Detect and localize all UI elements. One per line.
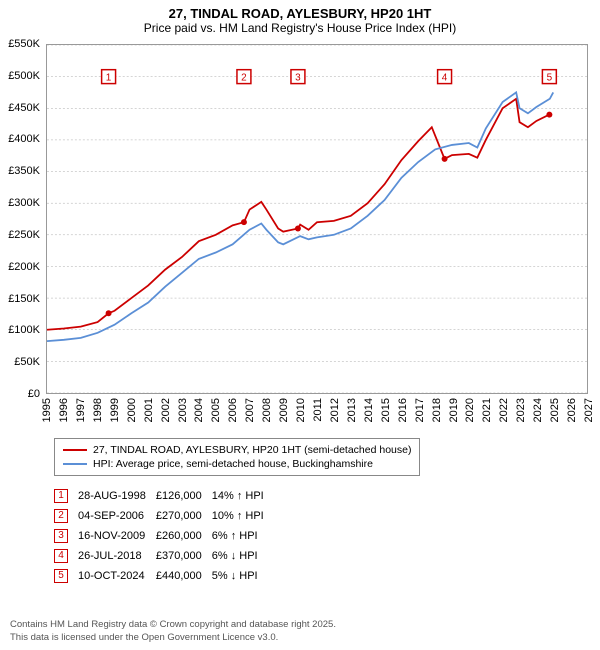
x-tick-label: 2012: [329, 398, 341, 422]
svg-text:2: 2: [241, 73, 247, 84]
page-title: 27, TINDAL ROAD, AYLESBURY, HP20 1HT: [0, 0, 600, 21]
footnote: Contains HM Land Registry data © Crown c…: [10, 619, 336, 644]
x-tick-label: 2021: [481, 398, 493, 422]
legend-item: 27, TINDAL ROAD, AYLESBURY, HP20 1HT (se…: [63, 443, 411, 457]
transaction-diff: 5% ↓ HPI: [212, 566, 274, 586]
svg-text:1: 1: [106, 73, 112, 84]
y-tick-label: £450K: [8, 102, 40, 114]
svg-text:5: 5: [547, 73, 553, 84]
y-tick-label: £550K: [8, 38, 40, 50]
x-tick-label: 2024: [532, 398, 544, 422]
legend-item: HPI: Average price, semi-detached house,…: [63, 457, 411, 471]
x-tick-label: 2003: [177, 398, 189, 422]
footnote-line: This data is licensed under the Open Gov…: [10, 632, 336, 644]
y-tick-label: £400K: [8, 133, 40, 145]
y-tick-label: £300K: [8, 197, 40, 209]
y-tick-label: £50K: [14, 356, 40, 368]
x-tick-label: 1997: [75, 398, 87, 422]
legend-swatch: [63, 463, 87, 465]
table-row: 3 16-NOV-2009 £260,000 6% ↑ HPI: [54, 526, 274, 546]
transaction-marker: 1: [54, 489, 68, 503]
table-row: 5 10-OCT-2024 £440,000 5% ↓ HPI: [54, 566, 274, 586]
chart-svg: 1 2 3 4 5: [47, 45, 587, 393]
x-tick-label: 2018: [431, 398, 443, 422]
x-tick-label: 2026: [566, 398, 578, 422]
transaction-price: £260,000: [156, 526, 212, 546]
x-tick-label: 2004: [193, 398, 205, 422]
x-tick-label: 2000: [126, 398, 138, 422]
x-tick-label: 2008: [261, 398, 273, 422]
x-tick-label: 2010: [295, 398, 307, 422]
transaction-marker: 3: [54, 529, 68, 543]
y-tick-label: £500K: [8, 70, 40, 82]
table-row: 1 28-AUG-1998 £126,000 14% ↑ HPI: [54, 486, 274, 506]
x-tick-label: 2023: [515, 398, 527, 422]
x-tick-label: 2006: [227, 398, 239, 422]
x-tick-label: 2019: [448, 398, 460, 422]
legend: 27, TINDAL ROAD, AYLESBURY, HP20 1HT (se…: [54, 438, 420, 476]
x-tick-label: 2016: [397, 398, 409, 422]
y-tick-label: £350K: [8, 165, 40, 177]
y-tick-label: £100K: [8, 324, 40, 336]
x-tick-label: 2011: [312, 398, 324, 422]
transaction-date: 16-NOV-2009: [78, 526, 156, 546]
transaction-date: 10-OCT-2024: [78, 566, 156, 586]
x-tick-label: 2009: [278, 398, 290, 422]
x-tick-label: 1999: [109, 398, 121, 422]
svg-text:3: 3: [295, 73, 301, 84]
x-tick-label: 2001: [143, 398, 155, 422]
transaction-date: 28-AUG-1998: [78, 486, 156, 506]
x-tick-label: 2007: [244, 398, 256, 422]
x-tick-label: 2022: [498, 398, 510, 422]
transaction-price: £126,000: [156, 486, 212, 506]
transaction-diff: 14% ↑ HPI: [212, 486, 274, 506]
x-tick-label: 1996: [58, 398, 70, 422]
transaction-date: 04-SEP-2006: [78, 506, 156, 526]
transactions-table: 1 28-AUG-1998 £126,000 14% ↑ HPI2 04-SEP…: [54, 486, 274, 586]
x-tick-label: 2002: [160, 398, 172, 422]
table-row: 4 26-JUL-2018 £370,000 6% ↓ HPI: [54, 546, 274, 566]
x-tick-label: 2020: [464, 398, 476, 422]
y-tick-label: £0: [28, 388, 40, 400]
transaction-diff: 6% ↑ HPI: [212, 526, 274, 546]
chart-plot-area: 1 2 3 4 5: [46, 44, 588, 394]
x-tick-label: 1998: [92, 398, 104, 422]
x-axis: 1995199619971998199920002001200220032004…: [46, 396, 588, 436]
y-tick-label: £150K: [8, 293, 40, 305]
footnote-line: Contains HM Land Registry data © Crown c…: [10, 619, 336, 631]
x-tick-label: 2014: [363, 398, 375, 422]
transaction-marker: 2: [54, 509, 68, 523]
transaction-diff: 10% ↑ HPI: [212, 506, 274, 526]
transaction-marker: 5: [54, 569, 68, 583]
table-row: 2 04-SEP-2006 £270,000 10% ↑ HPI: [54, 506, 274, 526]
y-tick-label: £250K: [8, 229, 40, 241]
transaction-price: £270,000: [156, 506, 212, 526]
legend-label: 27, TINDAL ROAD, AYLESBURY, HP20 1HT (se…: [93, 444, 411, 456]
transaction-price: £440,000: [156, 566, 212, 586]
x-tick-label: 1995: [41, 398, 53, 422]
y-tick-label: £200K: [8, 261, 40, 273]
transaction-marker: 4: [54, 549, 68, 563]
svg-text:4: 4: [442, 73, 448, 84]
transaction-diff: 6% ↓ HPI: [212, 546, 274, 566]
legend-label: HPI: Average price, semi-detached house,…: [93, 458, 373, 470]
transaction-date: 26-JUL-2018: [78, 546, 156, 566]
x-tick-label: 2015: [380, 398, 392, 422]
transaction-price: £370,000: [156, 546, 212, 566]
x-tick-label: 2013: [346, 398, 358, 422]
x-tick-label: 2025: [549, 398, 561, 422]
x-tick-label: 2005: [210, 398, 222, 422]
page-subtitle: Price paid vs. HM Land Registry's House …: [0, 21, 600, 39]
x-tick-label: 2017: [414, 398, 426, 422]
x-tick-label: 2027: [583, 398, 595, 422]
y-axis: £0£50K£100K£150K£200K£250K£300K£350K£400…: [0, 44, 44, 394]
legend-swatch: [63, 449, 87, 451]
